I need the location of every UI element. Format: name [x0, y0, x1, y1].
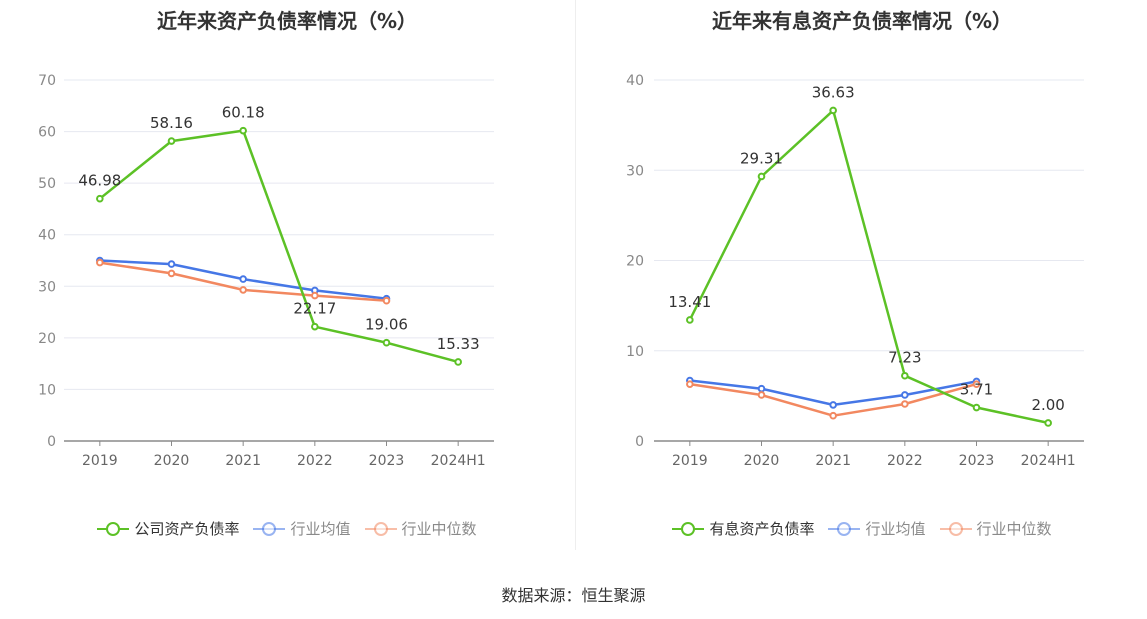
debt-ratio-chart: 0 10 20 30 40 50 60 70 2019 2020 2021 2022 2023 2024H… — [38, 73, 494, 469]
chart-legend: 有息资产负债率 行业均值 行业中位数 — [575, 518, 1147, 539]
legend-line-icon — [939, 521, 972, 536]
y-tick-label: 20 — [626, 254, 644, 270]
legend-label: 有息资产负债率 — [709, 520, 815, 538]
data-label: 22.17 — [293, 300, 336, 318]
data-label: 2.00 — [1031, 396, 1064, 414]
data-label: 29.31 — [740, 149, 783, 167]
data-label: 46.98 — [78, 172, 121, 190]
data-point — [167, 269, 176, 278]
x-tick-label: 2023 — [959, 453, 995, 469]
legend-item-industry-median[interactable]: 行业中位数 — [939, 518, 1052, 539]
x-tick-label: 2022 — [887, 453, 923, 469]
x-tick-label: 2019 — [82, 453, 118, 469]
data-point — [757, 391, 766, 399]
y-tick-label: 60 — [38, 125, 56, 141]
x-tick-label: 2021 — [225, 453, 261, 469]
x-tick-label: 2022 — [297, 453, 333, 469]
data-point — [829, 401, 837, 409]
data-point — [96, 258, 104, 267]
data-point — [757, 384, 766, 393]
y-tick-label: 40 — [626, 73, 644, 89]
data-point — [454, 358, 462, 366]
legend-line-icon — [97, 521, 130, 536]
y-tick-label: 10 — [626, 344, 644, 360]
legend-label: 行业中位数 — [401, 520, 477, 538]
data-point — [757, 172, 766, 181]
legend-line-icon — [828, 521, 861, 536]
data-point — [829, 411, 837, 420]
data-point — [311, 322, 319, 331]
data-point — [686, 316, 694, 324]
y-tick-label: 0 — [635, 434, 644, 450]
legend-line-icon — [253, 521, 286, 536]
data-point — [972, 380, 981, 388]
y-tick-label: 40 — [38, 228, 56, 244]
series-line-0 — [688, 109, 1049, 425]
data-label: 7.23 — [888, 349, 921, 367]
data-point — [829, 106, 837, 115]
y-tick-label: 10 — [38, 382, 56, 398]
data-point — [239, 275, 247, 283]
legend-label: 行业均值 — [865, 520, 926, 538]
data-point — [972, 403, 981, 412]
legend-item-industry-median[interactable]: 行业中位数 — [364, 518, 477, 539]
data-label: 3.71 — [960, 381, 993, 399]
x-tick-label: 2023 — [369, 453, 405, 469]
chart-legend: 公司资产负债率 行业均值 行业中位数 — [0, 518, 574, 539]
legend-label: 行业均值 — [290, 520, 351, 538]
chart-title: 近年来资产负债率情况（%） — [156, 9, 418, 33]
interest-bearing-debt-ratio-chart: 0 10 20 30 40 2019 2020 2021 2022 2023 2024H1 13.41… — [626, 73, 1084, 469]
y-tick-label: 70 — [38, 73, 56, 89]
data-point — [686, 380, 694, 388]
data-point — [311, 291, 319, 300]
y-tick-label: 0 — [47, 434, 56, 450]
legend-line-icon — [672, 521, 705, 536]
x-tick-label: 2021 — [815, 453, 851, 469]
series-line-0 — [99, 129, 459, 364]
legend-item-company[interactable]: 有息资产负债率 — [672, 518, 814, 539]
data-point — [167, 260, 176, 268]
chart-panel-left: 近年来资产负债率情况（%） 0 10 20 30 40 50 60 70 2019 2020 202… — [0, 0, 574, 560]
x-tick-label: 2020 — [154, 453, 190, 469]
legend-item-industry-mean[interactable]: 行业均值 — [828, 518, 926, 539]
data-source-note: 数据来源：恒生聚源 — [501, 586, 646, 605]
x-tick-label: 2019 — [672, 453, 708, 469]
legend-label: 公司资产负债率 — [134, 520, 240, 538]
legend-line-icon — [364, 521, 397, 536]
chart-title: 近年来有息资产负债率情况（%） — [711, 9, 1013, 33]
data-point — [901, 371, 909, 380]
y-tick-label: 30 — [626, 163, 644, 179]
y-tick-label: 20 — [38, 331, 56, 347]
legend-label: 行业中位数 — [976, 520, 1052, 538]
y-tick-label: 50 — [38, 176, 56, 192]
data-label: 36.63 — [812, 83, 855, 101]
data-label: 13.41 — [668, 293, 711, 311]
data-point — [901, 391, 909, 399]
data-point — [382, 296, 391, 305]
data-point — [901, 400, 909, 408]
legend-item-industry-mean[interactable]: 行业均值 — [253, 518, 351, 539]
data-point — [239, 126, 247, 135]
x-tick-label: 2024H1 — [1021, 453, 1076, 469]
data-point — [239, 286, 247, 294]
chart-panel-right: 近年来有息资产负债率情况（%） 0 10 20 30 40 2019 2020 2021 202… — [575, 0, 1147, 560]
panel-divider — [575, 0, 576, 550]
data-point — [167, 137, 176, 145]
y-tick-label: 30 — [38, 279, 56, 295]
data-label: 15.33 — [437, 335, 480, 353]
data-point — [96, 194, 104, 203]
data-label: 60.18 — [222, 104, 265, 122]
data-label: 19.06 — [365, 316, 408, 334]
x-tick-label: 2024H1 — [431, 453, 486, 469]
x-tick-label: 2020 — [744, 453, 780, 469]
legend-item-company[interactable]: 公司资产负债率 — [97, 518, 239, 539]
data-point — [1044, 419, 1052, 427]
data-point — [382, 338, 391, 347]
data-label: 58.16 — [150, 114, 193, 132]
